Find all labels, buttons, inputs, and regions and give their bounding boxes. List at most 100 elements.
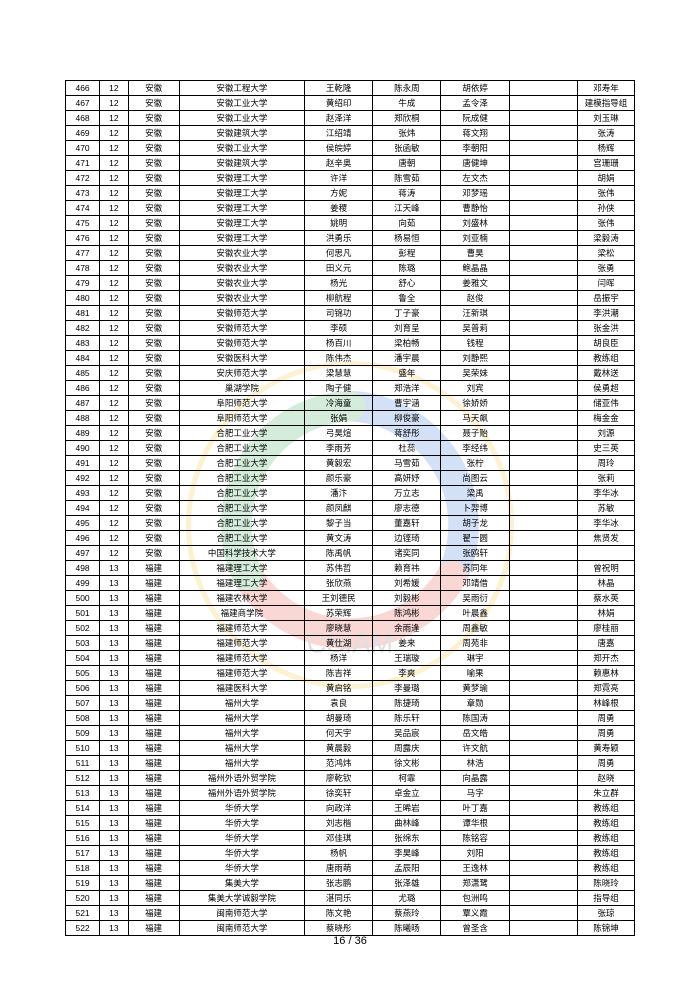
- table-cell: 侯勇超: [578, 381, 635, 396]
- table-row: 47212安徽安徽理工大学许洋陈雪茹左文杰胡娟: [66, 171, 635, 186]
- table-cell: [509, 381, 577, 396]
- table-cell: [509, 306, 577, 321]
- table-cell: 福州外语外贸学院: [179, 786, 304, 801]
- table-cell: 王瑞璇: [373, 651, 441, 666]
- table-cell: 13: [100, 636, 128, 651]
- table-cell: 安徽: [128, 231, 179, 246]
- table-cell: [509, 96, 577, 111]
- table-cell: 福建理工大学: [179, 576, 304, 591]
- table-cell: 何天宇: [304, 726, 372, 741]
- table-cell: [509, 486, 577, 501]
- table-cell: 12: [100, 456, 128, 471]
- table-cell: [509, 426, 577, 441]
- table-cell: 阜阳师范大学: [179, 411, 304, 426]
- table-row: 51413福建华侨大学向政洋王晞岩叶丁嘉教练组: [66, 801, 635, 816]
- table-cell: [509, 741, 577, 756]
- table-cell: 12: [100, 471, 128, 486]
- table-cell: 福建: [128, 906, 179, 921]
- table-cell: 福州大学: [179, 741, 304, 756]
- table-cell: 陈晓玲: [578, 876, 635, 891]
- table-cell: 胡依婷: [441, 81, 509, 96]
- table-cell: 杨百川: [304, 336, 372, 351]
- table-row: 51213福建福州外语外贸学院廖乾钦柯霏向晶露赵晓: [66, 771, 635, 786]
- table-cell: 颜乐豪: [304, 471, 372, 486]
- table-cell: 福建: [128, 681, 179, 696]
- table-cell: 陈文艳: [304, 906, 372, 921]
- table-cell: 安徽: [128, 471, 179, 486]
- table-cell: 赵辛奥: [304, 156, 372, 171]
- table-cell: 福州大学: [179, 756, 304, 771]
- table-cell: 曾圣含: [441, 921, 509, 936]
- table-row: 50313福建福建师范大学黄仕湖姜来周苑非唐嘉: [66, 636, 635, 651]
- table-cell: 福建: [128, 711, 179, 726]
- table-cell: 12: [100, 201, 128, 216]
- table-cell: 姜雅文: [441, 276, 509, 291]
- table-cell: 李华冰: [578, 486, 635, 501]
- table-row: 52213福建闽南师范大学蔡晓彤陈曦旸曾圣含陈锦坤: [66, 921, 635, 936]
- table-cell: 13: [100, 591, 128, 606]
- table-cell: [509, 711, 577, 726]
- table-cell: 13: [100, 621, 128, 636]
- table-cell: 520: [66, 891, 100, 906]
- table-cell: [578, 546, 635, 561]
- table-row: 49212安徽合肥工业大学颜乐豪高妍妤尚图云张莉: [66, 471, 635, 486]
- table-row: 46812安徽安徽工业大学赵泽洋郑欣桐阮成健刘玉琳: [66, 111, 635, 126]
- table-cell: 12: [100, 261, 128, 276]
- table-cell: 安徽理工大学: [179, 201, 304, 216]
- table-row: 47812安徽安徽农业大学田义元陈璐鲍晶晶张勇: [66, 261, 635, 276]
- table-cell: 教练组: [578, 816, 635, 831]
- table-cell: 12: [100, 291, 128, 306]
- table-cell: 安徽工业大学: [179, 141, 304, 156]
- table-row: 46912安徽安徽建筑大学江绍靖张炜蒋文翔张涛: [66, 126, 635, 141]
- table-row: 48112安徽安徽师范大学司锦功丁子豪汪新琪李洪潮: [66, 306, 635, 321]
- table-cell: 福建: [128, 696, 179, 711]
- table-cell: 483: [66, 336, 100, 351]
- table-cell: 田义元: [304, 261, 372, 276]
- table-cell: 安徽: [128, 126, 179, 141]
- table-cell: [509, 276, 577, 291]
- table-cell: 朱立群: [578, 786, 635, 801]
- table-cell: 12: [100, 306, 128, 321]
- table-cell: 496: [66, 531, 100, 546]
- table-cell: 林浩: [441, 756, 509, 771]
- table-cell: 华侨大学: [179, 861, 304, 876]
- table-cell: 廖桂丽: [578, 621, 635, 636]
- table-cell: 闽南师范大学: [179, 906, 304, 921]
- table-cell: 13: [100, 711, 128, 726]
- table-cell: 刘静熙: [441, 351, 509, 366]
- table-cell: 467: [66, 96, 100, 111]
- table-row: 50613福建福建医科大学黄启铭李曼璐黄梦瑜郑霓亮: [66, 681, 635, 696]
- table-cell: 周鑫敏: [441, 621, 509, 636]
- table-cell: 刘玉琳: [578, 111, 635, 126]
- table-cell: 13: [100, 756, 128, 771]
- table-cell: 安徽: [128, 486, 179, 501]
- table-cell: 王逸林: [441, 861, 509, 876]
- table-cell: 湛同乐: [304, 891, 372, 906]
- table-cell: 合肥工业大学: [179, 456, 304, 471]
- table-cell: 503: [66, 636, 100, 651]
- table-cell: 郑开杰: [578, 651, 635, 666]
- table-cell: 陈禹帆: [304, 546, 372, 561]
- table-cell: 史三英: [578, 441, 635, 456]
- table-cell: 周苑非: [441, 636, 509, 651]
- table-cell: 485: [66, 366, 100, 381]
- table-cell: 476: [66, 231, 100, 246]
- table-cell: [509, 156, 577, 171]
- table-cell: [509, 186, 577, 201]
- table-cell: 13: [100, 576, 128, 591]
- table-cell: 安徽: [128, 276, 179, 291]
- table-cell: 安徽: [128, 291, 179, 306]
- table-cell: 479: [66, 276, 100, 291]
- table-cell: 赵泽洋: [304, 111, 372, 126]
- table-cell: [509, 756, 577, 771]
- table-cell: 陈乐轩: [373, 711, 441, 726]
- table-cell: 陈捷琦: [373, 696, 441, 711]
- table-cell: 刘希媛: [373, 576, 441, 591]
- table-cell: 477: [66, 246, 100, 261]
- table-row: 48312安徽安徽师范大学杨百川梁柏畅钱程胡良臣: [66, 336, 635, 351]
- table-cell: 黄寿颖: [578, 741, 635, 756]
- table-cell: 安徽农业大学: [179, 291, 304, 306]
- table-cell: 何思凡: [304, 246, 372, 261]
- data-table-container: 46612安徽安徽工程大学王乾隆陈永周胡依婷邓寿年46712安徽安徽工业大学黄绍…: [65, 80, 635, 936]
- table-cell: 姚明: [304, 216, 372, 231]
